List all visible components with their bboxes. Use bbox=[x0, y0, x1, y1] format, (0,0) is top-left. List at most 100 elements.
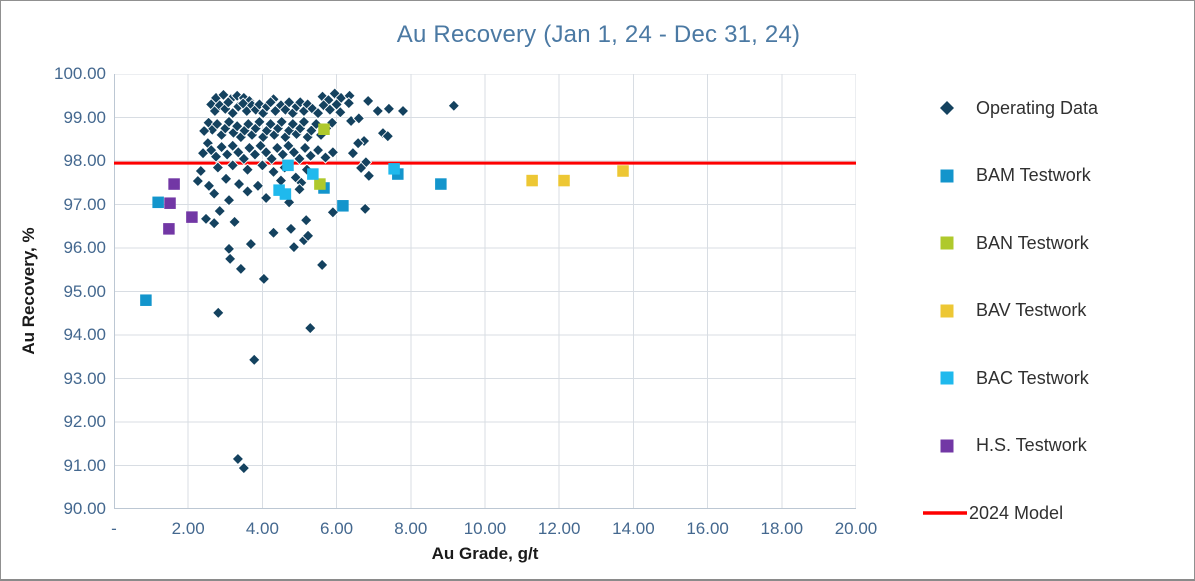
scatter-point bbox=[248, 353, 261, 367]
scatter-point bbox=[282, 159, 294, 172]
scatter-point bbox=[396, 104, 410, 118]
legend-square-icon bbox=[940, 371, 954, 385]
scatter-point bbox=[231, 452, 245, 466]
scatter-point bbox=[342, 96, 356, 110]
scatter-point bbox=[186, 211, 198, 223]
x-tick-label: 20.00 bbox=[834, 519, 878, 538]
scatter-point bbox=[241, 163, 254, 176]
legend-label: H.S. Testwork bbox=[976, 435, 1087, 455]
scatter-point bbox=[152, 196, 164, 209]
scatter-point bbox=[257, 272, 271, 286]
scatter-point bbox=[351, 136, 365, 150]
scatter-point bbox=[267, 165, 280, 179]
scatter-point bbox=[140, 294, 152, 306]
scatter-point bbox=[381, 129, 395, 143]
scatter-point bbox=[222, 115, 236, 129]
scatter-point bbox=[435, 178, 447, 190]
scatter-point bbox=[558, 174, 570, 187]
scatter-point bbox=[213, 204, 226, 218]
series-bam-testwork[interactable] bbox=[140, 168, 447, 306]
scatter-point bbox=[526, 174, 538, 187]
scatter-point bbox=[447, 99, 461, 112]
scatter-point bbox=[293, 183, 306, 196]
y-tick-label: 91.00 bbox=[63, 455, 106, 475]
series-ban-testwork[interactable] bbox=[314, 123, 330, 190]
scatter-point bbox=[301, 229, 315, 243]
y-tick-label: 93.00 bbox=[63, 368, 106, 388]
legend-label: BAM Testwork bbox=[976, 165, 1091, 185]
scatter-point bbox=[222, 193, 236, 207]
scatter-point bbox=[294, 96, 307, 109]
scatter-point bbox=[210, 117, 224, 131]
legend-item-operating-data[interactable]: Operating Data bbox=[921, 96, 1098, 120]
series-operating-data[interactable] bbox=[191, 87, 461, 475]
scatter-point bbox=[315, 258, 329, 272]
scatter-point bbox=[304, 321, 317, 335]
chart-title[interactable]: Au Recovery (Jan 1, 24 - Dec 31, 24) bbox=[396, 21, 801, 48]
scatter-point bbox=[191, 174, 205, 188]
scatter-point bbox=[279, 188, 292, 200]
scatter-point bbox=[307, 168, 319, 180]
scatter-point bbox=[354, 161, 368, 175]
scatter-point bbox=[293, 152, 306, 166]
legend-item-bav-testwork[interactable]: BAV Testwork bbox=[921, 299, 1086, 323]
scatter-point bbox=[318, 123, 330, 135]
scatter-point bbox=[223, 252, 237, 266]
scatter-point bbox=[297, 115, 311, 129]
y-tick-label: 94.00 bbox=[63, 325, 106, 344]
scatter-point bbox=[242, 117, 255, 131]
series-bac-testwork[interactable] bbox=[273, 159, 400, 200]
scatter-point bbox=[211, 161, 225, 174]
x-tick-label: 8.00 bbox=[394, 519, 428, 538]
scatter-point bbox=[256, 159, 269, 172]
legend-square-icon bbox=[940, 439, 954, 452]
series-bav-testwork[interactable] bbox=[526, 165, 629, 187]
legend-item-bam-testwork[interactable]: BAM Testwork bbox=[921, 164, 1091, 188]
legend-square-icon bbox=[940, 169, 954, 182]
scatter-point bbox=[311, 143, 325, 157]
scatter-point bbox=[244, 237, 258, 251]
scatter-point bbox=[284, 222, 298, 236]
legend-item-ban-testwork[interactable]: BAN Testwork bbox=[921, 231, 1089, 255]
legend-label: BAC Testwork bbox=[976, 367, 1089, 388]
scatter-point bbox=[271, 141, 284, 155]
scatter-point bbox=[237, 461, 251, 475]
y-tick-label: 92.00 bbox=[63, 412, 106, 431]
scatter-point bbox=[243, 141, 256, 155]
scatter-point bbox=[334, 106, 347, 119]
x-axis-title: Au Grade, g/t bbox=[431, 544, 539, 563]
scatter-point bbox=[282, 96, 296, 109]
scatter-point bbox=[212, 306, 225, 320]
scatter-point bbox=[197, 124, 211, 138]
x-tick-label: 18.00 bbox=[760, 519, 804, 538]
legend-item-bac-testwork[interactable]: BAC Testwork bbox=[921, 366, 1089, 390]
y-tick-label: 99.00 bbox=[63, 107, 106, 127]
scatter-point bbox=[371, 104, 385, 118]
scatter-point bbox=[259, 146, 273, 159]
scatter-point bbox=[209, 150, 223, 163]
scatter-point bbox=[299, 213, 313, 227]
series-h-s-testwork[interactable] bbox=[163, 178, 198, 235]
x-tick-label: 6.00 bbox=[320, 519, 354, 538]
x-tick-label: 14.00 bbox=[612, 519, 655, 538]
scatter-point bbox=[226, 106, 239, 120]
plot-area[interactable] bbox=[114, 74, 856, 509]
scatter-point bbox=[226, 159, 239, 172]
legend-label: 2024 Model bbox=[969, 502, 1064, 523]
y-tick-label: 95.00 bbox=[63, 281, 106, 301]
scatter-point bbox=[199, 212, 213, 226]
scatter-point bbox=[207, 216, 221, 230]
scatter-point bbox=[617, 165, 629, 177]
legend-item-h-s-testwork[interactable]: H.S. Testwork bbox=[921, 434, 1087, 458]
scatter-point bbox=[253, 115, 266, 129]
scatter-point bbox=[361, 94, 375, 108]
scatter-point bbox=[352, 112, 366, 125]
scatter-point bbox=[287, 240, 301, 254]
scatter-point bbox=[232, 177, 246, 191]
scatter-point bbox=[382, 102, 396, 116]
legend-label: BAN Testwork bbox=[976, 232, 1089, 253]
scatter-point bbox=[234, 262, 248, 276]
legend-item-2024-model[interactable]: 2024 Model bbox=[921, 501, 1063, 525]
scatter-point bbox=[337, 200, 349, 212]
scatter-point bbox=[219, 172, 233, 186]
